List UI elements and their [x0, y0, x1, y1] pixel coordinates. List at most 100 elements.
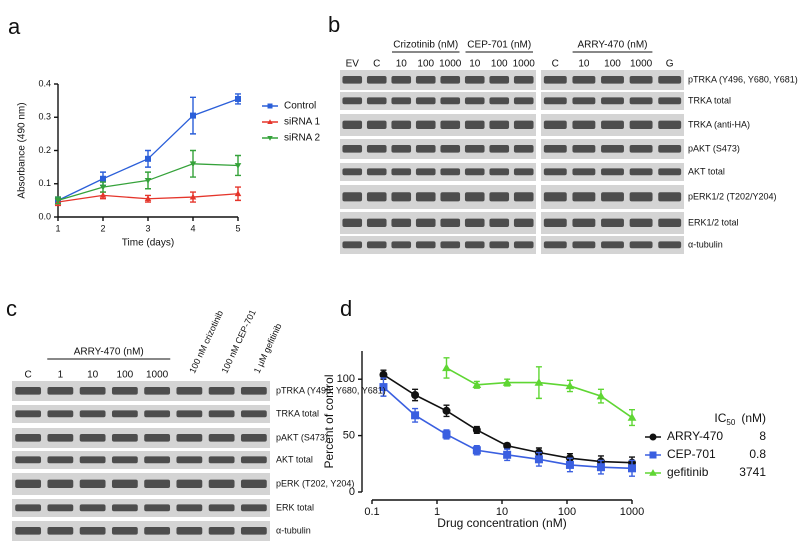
blot-strip — [12, 473, 270, 495]
blot-band — [342, 120, 363, 129]
blot-band — [489, 192, 510, 202]
blot-band — [208, 479, 235, 488]
row-label: ERK total — [276, 502, 314, 512]
blot-band — [176, 456, 203, 464]
x-axis-label: Time (days) — [122, 238, 174, 249]
lane-label: 10 — [578, 59, 590, 70]
blot-band — [366, 76, 387, 84]
group-label: ARRY-470 (nM) — [577, 40, 647, 51]
group-label: ARRY-470 (nM) — [74, 347, 144, 358]
blot-band — [144, 479, 171, 488]
marker — [189, 161, 197, 168]
blot-band — [513, 218, 534, 227]
blot-strip — [340, 92, 536, 110]
blot-band — [658, 97, 682, 105]
legend-title-text: IC — [714, 411, 726, 425]
blot-band — [144, 504, 171, 512]
marker — [628, 464, 636, 473]
row-label: TRKA (anti-HA) — [688, 119, 750, 129]
marker — [411, 390, 420, 399]
y-tick-label: 0.3 — [38, 112, 51, 122]
blot-band — [391, 218, 412, 227]
blot-band — [601, 192, 624, 202]
blot-band — [208, 456, 235, 464]
x-tick-label: 4 — [190, 223, 195, 233]
blot-strip — [12, 381, 270, 401]
blot-band — [391, 97, 412, 105]
lane-label: 10 — [469, 59, 481, 70]
marker — [189, 193, 197, 200]
blot-band — [342, 168, 363, 176]
marker — [145, 155, 151, 162]
blot-band — [543, 120, 567, 129]
y-tick-label: 0.0 — [38, 211, 51, 221]
blot-strip — [340, 114, 536, 136]
blot-band — [543, 145, 567, 153]
blot-band — [79, 456, 106, 464]
blot-band — [543, 97, 567, 105]
group-label: Crizotinib (nM) — [393, 40, 458, 51]
blot-band — [543, 241, 567, 249]
blot-band — [658, 145, 682, 153]
blot-strip — [12, 451, 270, 469]
lane-label: G — [666, 59, 674, 70]
x-tick-label: 2 — [100, 223, 105, 233]
blot-band — [629, 241, 653, 249]
marker — [379, 383, 388, 392]
marker — [503, 441, 512, 450]
blot-band — [47, 434, 74, 442]
marker — [442, 363, 451, 372]
marker — [472, 425, 481, 434]
blot-band — [629, 192, 653, 202]
blot-band — [144, 387, 171, 395]
blot-band — [111, 527, 138, 535]
marker — [596, 463, 605, 472]
blot-band — [415, 145, 436, 153]
x-tick-label: 10 — [496, 506, 508, 518]
blot-band — [366, 241, 387, 249]
group-label: CEP-701 (nM) — [467, 40, 531, 51]
blot-band — [543, 218, 567, 227]
blot-band — [144, 410, 171, 418]
blot-band — [208, 504, 235, 512]
y-axis-label: Percent of control — [322, 374, 336, 468]
blot-band — [415, 120, 436, 129]
legend-title-sub: 50 — [726, 418, 735, 427]
blot-band — [79, 527, 106, 535]
blot-band — [342, 241, 363, 249]
lane-label: 1000 — [439, 59, 462, 70]
y-tick-label: 0.1 — [38, 178, 51, 188]
blot-band — [240, 410, 267, 418]
x-tick-label: 1 — [434, 506, 440, 518]
blot-band — [440, 97, 461, 105]
marker — [144, 178, 152, 184]
blot-band — [15, 434, 42, 442]
blot-band — [658, 120, 682, 129]
blot-band — [15, 527, 42, 535]
blot-band — [440, 145, 461, 153]
blot-band — [15, 504, 42, 512]
blot-band — [513, 241, 534, 249]
blot-strip — [340, 70, 536, 90]
marker — [267, 103, 273, 109]
lane-label: C — [373, 59, 380, 70]
blot-strip — [340, 163, 536, 181]
blot-band — [342, 192, 363, 202]
row-label: α-tubulin — [276, 525, 311, 535]
blot-band — [572, 192, 596, 202]
blot-band — [176, 527, 203, 535]
blot-band — [658, 168, 682, 176]
y-tick-label: 100 — [337, 373, 355, 385]
blot-band — [464, 218, 485, 227]
marker — [234, 190, 242, 197]
blot-band — [240, 434, 267, 442]
lane-label: 100 nM CEP-701 — [220, 308, 258, 375]
blot-band — [144, 456, 171, 464]
blot-band — [240, 387, 267, 395]
x-tick-label: 1000 — [620, 506, 644, 518]
x-tick-label: 5 — [235, 223, 240, 233]
blot-band — [440, 218, 461, 227]
y-tick-label: 0.2 — [38, 145, 51, 155]
marker — [649, 451, 657, 459]
blot-band — [47, 456, 74, 464]
